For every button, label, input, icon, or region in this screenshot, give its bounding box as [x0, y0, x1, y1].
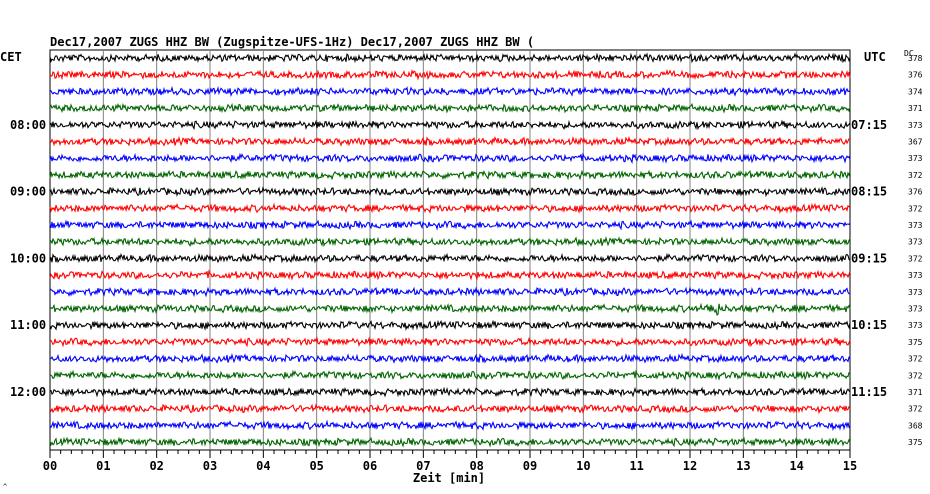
dc-offset-label: 373 [908, 221, 923, 230]
dc-offset-label: 376 [908, 71, 923, 80]
left-hour-label: 10:00 [10, 251, 46, 265]
trace-line [49, 52, 851, 64]
trace-line [49, 386, 851, 398]
dc-offset-label: 373 [908, 305, 923, 314]
x-tick-label: 03 [203, 459, 217, 473]
right-timezone-label: UTC [864, 50, 886, 64]
right-hour-label: 08:15 [851, 185, 887, 199]
dc-offset-label: 372 [908, 405, 923, 414]
right-hour-label: 07:15 [851, 118, 887, 132]
dc-offset-label: 372 [908, 171, 923, 180]
dc-offset-label: 374 [908, 87, 923, 96]
trace-group [49, 52, 851, 448]
trace-line [49, 369, 851, 382]
trace-line [49, 419, 851, 432]
x-axis-label: Zeit [min] [413, 471, 485, 485]
chart-title: Dec17,2007 ZUGS HHZ BW (Zugspitze-UFS-1H… [50, 35, 534, 49]
left-timezone-label: CET [0, 50, 22, 64]
left-hour-label: 12:00 [10, 385, 46, 399]
dc-offset-label: 373 [908, 288, 923, 297]
right-hour-label: 10:15 [851, 318, 887, 332]
dc-offset-label: 373 [908, 154, 923, 163]
trace-line [49, 286, 851, 298]
x-tick-label: 12 [683, 459, 697, 473]
x-tick-label: 09 [523, 459, 537, 473]
dc-offset-label: 368 [908, 421, 923, 430]
trace-line [49, 352, 851, 364]
left-hour-labels: 08:00 09:00 10:00 11:00 12:00 [10, 118, 46, 399]
trace-line [49, 336, 851, 348]
dc-offset-label: 375 [908, 438, 923, 447]
right-hour-label: 11:15 [851, 385, 887, 399]
trace-line [49, 319, 851, 331]
trace-line [49, 102, 851, 114]
left-hour-label: 11:00 [10, 318, 46, 332]
x-tick-label: 07 [416, 459, 430, 473]
trace-line [49, 302, 851, 316]
trace-line [49, 436, 851, 448]
dc-header-label: DC [904, 49, 914, 58]
trace-line [49, 186, 851, 198]
right-hour-label: 09:15 [851, 251, 887, 265]
left-hour-label: 09:00 [10, 185, 46, 199]
x-axis: 00 01 02 03 04 05 06 07 08 09 10 11 12 13 14 15 [43, 450, 857, 473]
x-tick-label: 15 [843, 459, 857, 473]
x-tick-label: 13 [736, 459, 750, 473]
trace-line [49, 219, 851, 231]
dc-offset-labels: 378 376 374 371 373 367 373 372 376 372 373 373 372 3… [908, 54, 923, 447]
trace-line [49, 403, 851, 415]
x-tick-label: 11 [629, 459, 643, 473]
trace-line [49, 169, 851, 181]
dc-offset-label: 373 [908, 238, 923, 247]
dc-offset-label: 373 [908, 271, 923, 280]
corner-mark: ^ [3, 483, 7, 491]
dc-offset-label: 367 [908, 138, 923, 147]
trace-line [49, 119, 851, 131]
grid-lines [102, 50, 798, 450]
dc-offset-label: 373 [908, 321, 923, 330]
dc-offset-label: 372 [908, 371, 923, 380]
dc-offset-label: 375 [908, 338, 923, 347]
plot-frame [49, 49, 851, 451]
dc-offset-label: 373 [908, 121, 923, 130]
x-tick-label: 10 [576, 459, 590, 473]
trace-line [49, 152, 851, 164]
x-tick-label: 05 [309, 459, 323, 473]
dc-offset-label: 376 [908, 188, 923, 197]
dc-offset-label: 372 [908, 204, 923, 213]
trace-line [49, 269, 851, 281]
trace-line [49, 236, 851, 248]
x-tick-label: 04 [256, 459, 270, 473]
dc-offset-label: 371 [908, 104, 923, 113]
x-tick-label: 14 [789, 459, 803, 473]
trace-line [49, 252, 851, 264]
dc-offset-label: 371 [908, 388, 923, 397]
right-hour-labels: 07:15 08:15 09:15 10:15 11:15 [851, 118, 887, 399]
x-tick-label: 01 [96, 459, 110, 473]
dc-offset-label: 372 [908, 355, 923, 364]
x-tick-label: 00 [43, 459, 57, 473]
trace-line [49, 85, 851, 98]
trace-line [49, 135, 850, 147]
x-tick-label: 06 [363, 459, 377, 473]
dc-offset-label: 372 [908, 254, 923, 263]
x-tick-label: 02 [149, 459, 163, 473]
x-tick-label: 08 [469, 459, 483, 473]
left-hour-label: 08:00 [10, 118, 46, 132]
trace-line [49, 68, 851, 81]
dc-offset-label: 378 [908, 54, 923, 63]
trace-line [49, 202, 851, 215]
